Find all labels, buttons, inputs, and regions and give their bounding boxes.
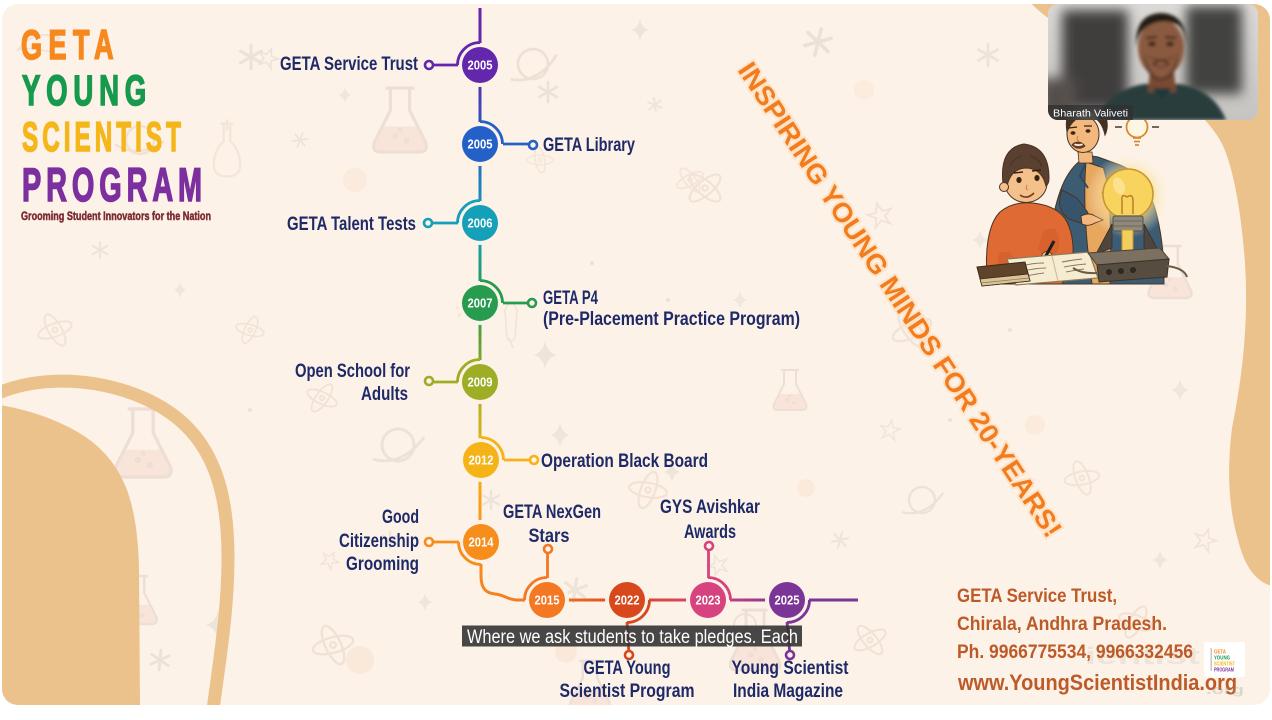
svg-text:SCIENTIST: SCIENTIST bbox=[1214, 662, 1235, 668]
svg-text:GETA Talent Tests: GETA Talent Tests bbox=[287, 214, 416, 235]
svg-text:Young Scientist: Young Scientist bbox=[732, 658, 850, 679]
svg-text:Chirala, Andhra Pradesh.: Chirala, Andhra Pradesh. bbox=[957, 613, 1167, 635]
svg-text:2022: 2022 bbox=[615, 594, 640, 608]
svg-text:India Magazine: India Magazine bbox=[733, 681, 843, 702]
svg-text:GETA Service Trust,: GETA Service Trust, bbox=[957, 585, 1117, 607]
svg-text:PROGRAM: PROGRAM bbox=[1214, 668, 1234, 674]
svg-text:Grooming Student Innovators fo: Grooming Student Innovators for the Nati… bbox=[21, 209, 211, 223]
svg-text:2023: 2023 bbox=[696, 594, 721, 608]
svg-text:Grooming: Grooming bbox=[346, 554, 419, 575]
svg-text:YOUNG: YOUNG bbox=[1214, 656, 1230, 662]
svg-text:Scientist Program: Scientist Program bbox=[560, 681, 695, 702]
svg-text:2007: 2007 bbox=[468, 297, 493, 311]
svg-text:Operation Black Board: Operation Black Board bbox=[541, 451, 708, 472]
svg-text:2005: 2005 bbox=[468, 59, 493, 73]
svg-text:GETA: GETA bbox=[21, 21, 120, 68]
svg-text:Stars: Stars bbox=[529, 526, 570, 547]
svg-text:Adults: Adults bbox=[361, 384, 408, 405]
svg-text:GETA: GETA bbox=[1214, 650, 1226, 656]
svg-text:www.YoungScientistIndia.org: www.YoungScientistIndia.org bbox=[957, 670, 1237, 695]
svg-text:.org: .org bbox=[1206, 682, 1244, 697]
svg-text:GETA Library: GETA Library bbox=[543, 135, 635, 156]
svg-text:2009: 2009 bbox=[468, 376, 493, 390]
svg-text:2015: 2015 bbox=[535, 594, 560, 608]
svg-text:2025: 2025 bbox=[775, 594, 800, 608]
svg-text:SCIENTIST: SCIENTIST bbox=[22, 113, 185, 160]
svg-text:Ph. 9966775534, 9966332456: Ph. 9966775534, 9966332456 bbox=[957, 641, 1193, 663]
svg-text:2006: 2006 bbox=[468, 217, 493, 231]
svg-text:2014: 2014 bbox=[469, 536, 494, 550]
svg-text:GETA Service Trust: GETA Service Trust bbox=[280, 54, 419, 75]
svg-text:2012: 2012 bbox=[469, 454, 494, 468]
svg-text:GYS Avishkar: GYS Avishkar bbox=[660, 497, 760, 518]
svg-text:GETA NexGen: GETA NexGen bbox=[503, 502, 601, 523]
svg-text:Awards: Awards bbox=[684, 522, 736, 543]
svg-text:(Pre-Placement Practice Progra: (Pre-Placement Practice Program) bbox=[543, 309, 800, 330]
svg-text:PROGRAM: PROGRAM bbox=[22, 158, 207, 211]
svg-text:Where we ask students to take: Where we ask students to take pledges. E… bbox=[467, 627, 798, 648]
svg-text:GETA Young: GETA Young bbox=[584, 658, 671, 679]
svg-text:YOUNG: YOUNG bbox=[22, 67, 152, 115]
svg-text:ientist: ientist bbox=[1085, 643, 1200, 670]
svg-text:Bharath Valiveti: Bharath Valiveti bbox=[1053, 109, 1128, 120]
svg-text:GETA P4: GETA P4 bbox=[543, 288, 598, 309]
svg-text:2005: 2005 bbox=[468, 138, 493, 152]
svg-text:Good: Good bbox=[382, 507, 419, 528]
svg-text:Citizenship: Citizenship bbox=[339, 531, 419, 552]
svg-text:Open School for: Open School for bbox=[295, 361, 410, 382]
